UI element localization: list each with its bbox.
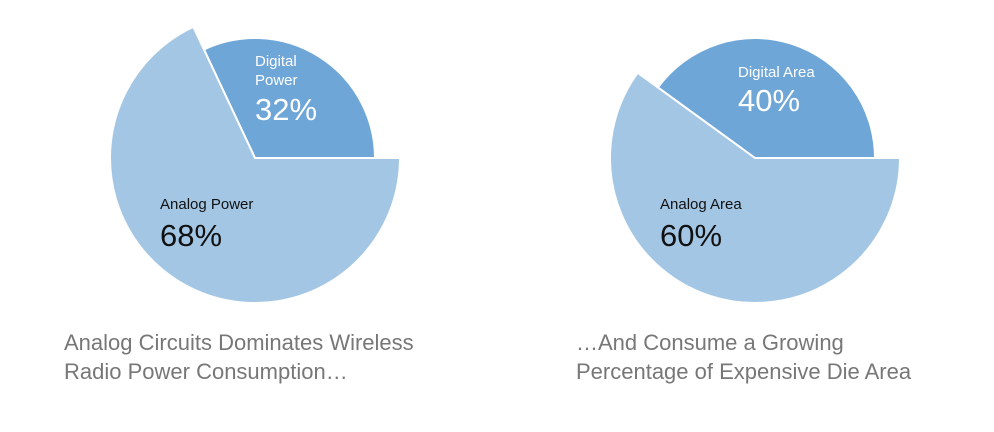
slice-label: Analog Power <box>160 196 254 213</box>
pie-slice <box>656 37 877 159</box>
pie-slice <box>202 37 377 159</box>
pie-slice <box>109 25 402 304</box>
slice-label: Digital Power <box>255 53 298 89</box>
slice-label: Analog Area <box>660 196 742 213</box>
pie-slice <box>609 71 902 304</box>
chart-caption: …And Consume a Growing Percentage of Exp… <box>576 330 912 384</box>
slice-value-label: 32% <box>255 92 318 127</box>
slice-label: Digital Area <box>738 64 815 81</box>
slice-value-label: 68% <box>160 218 223 253</box>
slice-value-label: 60% <box>660 218 723 253</box>
slice-value-label: 40% <box>738 83 801 118</box>
chart-caption: Analog Circuits Dominates Wireless Radio… <box>64 330 414 384</box>
